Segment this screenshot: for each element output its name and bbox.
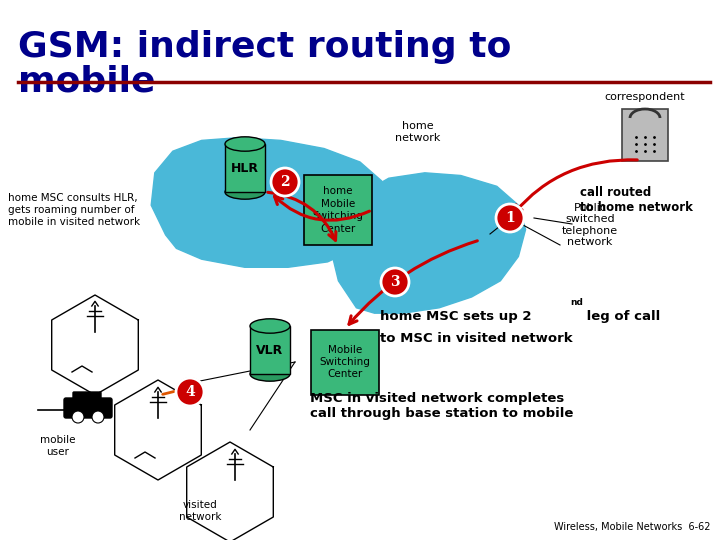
Text: nd: nd <box>570 298 583 307</box>
Text: correspondent: correspondent <box>605 92 685 102</box>
Text: home MSC sets up 2: home MSC sets up 2 <box>380 310 531 323</box>
Text: 1: 1 <box>505 211 515 225</box>
Text: 2: 2 <box>280 175 290 189</box>
Text: home MSC consults HLR,
gets roaming number of
mobile in visited network: home MSC consults HLR, gets roaming numb… <box>8 193 140 227</box>
FancyBboxPatch shape <box>250 326 290 374</box>
Text: Public
switched
telephone
network: Public switched telephone network <box>562 202 618 247</box>
Circle shape <box>271 168 299 196</box>
FancyBboxPatch shape <box>311 329 379 395</box>
Text: Wireless, Mobile Networks  6-62: Wireless, Mobile Networks 6-62 <box>554 522 710 532</box>
Polygon shape <box>331 173 526 313</box>
Circle shape <box>92 411 104 423</box>
Polygon shape <box>151 138 385 267</box>
Circle shape <box>176 378 204 406</box>
Text: 3: 3 <box>390 275 400 289</box>
Text: mobile
user: mobile user <box>40 435 76 457</box>
Text: mobile: mobile <box>18 65 156 99</box>
Ellipse shape <box>250 319 290 333</box>
Circle shape <box>496 204 524 232</box>
FancyBboxPatch shape <box>225 144 265 192</box>
Text: GSM: indirect routing to: GSM: indirect routing to <box>18 30 511 64</box>
Text: Mobile
Switching
Center: Mobile Switching Center <box>320 345 370 380</box>
FancyBboxPatch shape <box>304 175 372 245</box>
Circle shape <box>381 268 409 296</box>
Text: visited
network: visited network <box>179 501 221 522</box>
Text: 4: 4 <box>185 385 195 399</box>
Text: MSC in visited network completes
call through base station to mobile: MSC in visited network completes call th… <box>310 392 573 420</box>
FancyBboxPatch shape <box>64 398 112 418</box>
Circle shape <box>72 411 84 423</box>
Ellipse shape <box>250 367 290 381</box>
Text: home
Mobile
Switching
Center: home Mobile Switching Center <box>312 186 364 234</box>
Text: to MSC in visited network: to MSC in visited network <box>380 332 572 345</box>
FancyBboxPatch shape <box>73 392 101 404</box>
Text: call routed
to home network: call routed to home network <box>580 186 693 214</box>
Text: HLR: HLR <box>231 161 259 174</box>
Text: home
network: home network <box>395 121 441 143</box>
Text: VLR: VLR <box>256 343 284 356</box>
FancyBboxPatch shape <box>622 109 668 161</box>
Text: leg of call: leg of call <box>582 310 660 323</box>
Ellipse shape <box>225 137 265 151</box>
Ellipse shape <box>225 185 265 199</box>
